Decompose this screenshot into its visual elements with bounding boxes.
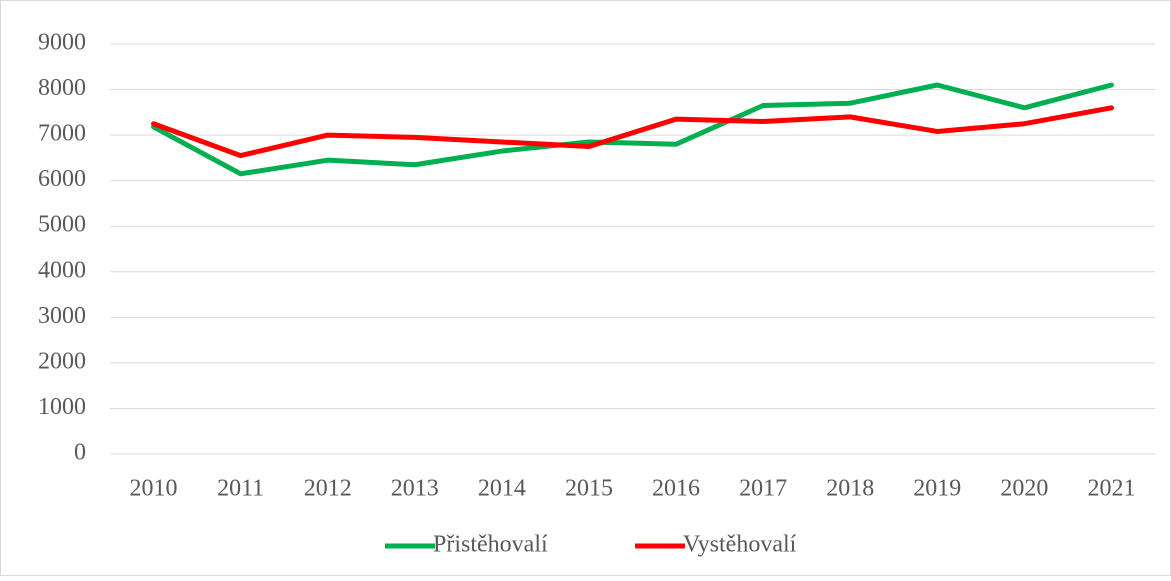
y-tick-label: 4000	[38, 257, 86, 283]
x-tick-label: 2014	[478, 476, 526, 502]
x-tick-label: 2017	[739, 476, 787, 502]
y-tick-label: 6000	[38, 166, 86, 192]
series-line	[151, 82, 1114, 177]
legend-label: Přistěhovalí	[433, 532, 548, 558]
x-tick-label: 2021	[1087, 476, 1135, 502]
y-tick-label: 7000	[38, 121, 86, 147]
series-line	[151, 105, 1114, 159]
x-tick-label: 2019	[913, 476, 961, 502]
legend-label: Vystěhovalí	[683, 532, 797, 558]
x-tick-label: 2018	[826, 476, 874, 502]
x-tick-label: 2011	[217, 476, 264, 502]
x-tick-label: 2012	[304, 476, 352, 502]
x-tick-label: 2015	[565, 476, 613, 502]
x-tick-label: 2013	[391, 476, 439, 502]
x-tick-label: 2020	[1000, 476, 1048, 502]
x-tick-label: 2016	[652, 476, 700, 502]
y-tick-label: 9000	[38, 30, 86, 56]
y-tick-label: 8000	[38, 75, 86, 101]
y-tick-label: 5000	[38, 212, 86, 238]
y-tick-label: 1000	[38, 394, 86, 420]
x-tick-label: 2010	[130, 476, 178, 502]
y-tick-label: 0	[74, 440, 86, 466]
y-tick-label: 3000	[38, 303, 86, 329]
y-tick-label: 2000	[38, 348, 86, 374]
